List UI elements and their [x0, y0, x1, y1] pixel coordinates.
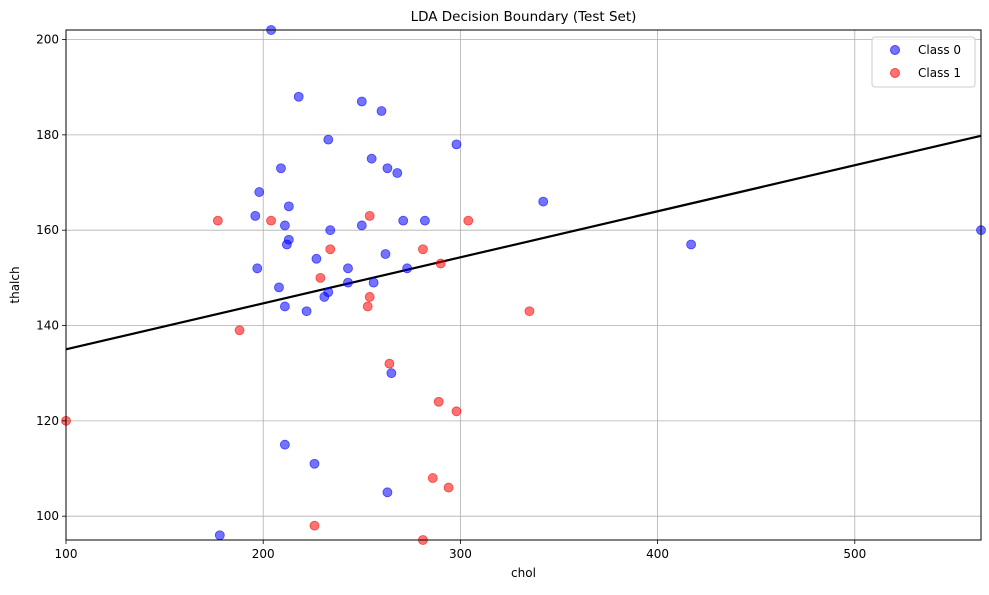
data-point-class-1: [463, 215, 474, 226]
data-point-class-1: [234, 325, 245, 336]
x-tick-label: 200: [252, 547, 275, 561]
data-point-class-1: [427, 473, 438, 483]
decision-boundary-line: [65, 134, 982, 351]
data-point-class-0: [366, 153, 377, 164]
data-point-class-0: [281, 239, 292, 250]
data-point-class-0: [420, 215, 430, 226]
data-point-class-1: [309, 520, 320, 531]
data-point-class-0: [538, 196, 549, 207]
data-point-class-0: [301, 306, 312, 317]
data-point-class-0: [380, 249, 391, 259]
x-tick-label: 100: [55, 547, 78, 561]
data-point-class-0: [386, 368, 397, 379]
data-point-class-0: [325, 225, 336, 236]
data-point-class-0: [283, 201, 294, 212]
data-point-class-1: [212, 215, 223, 226]
data-point-class-0: [368, 277, 379, 288]
x-axis-label: chol: [511, 566, 536, 580]
data-point-class-0: [293, 91, 304, 102]
legend-label-class-1: Class 1: [918, 66, 961, 80]
data-point-class-0: [392, 168, 403, 178]
legend: Class 0 Class 1: [871, 36, 976, 88]
legend-label-class-0: Class 0: [918, 43, 961, 57]
data-point-class-0: [356, 96, 367, 107]
data-point-class-0: [279, 220, 290, 231]
data-point-class-0: [323, 134, 334, 145]
data-point-class-1: [451, 406, 462, 417]
data-point-class-0: [279, 301, 290, 312]
data-point-class-0: [398, 215, 409, 226]
data-point-class-0: [382, 163, 393, 174]
data-point-class-1: [418, 244, 428, 255]
data-point-class-0: [254, 187, 265, 197]
y-tick-label: 120: [36, 414, 59, 428]
data-point-class-0: [276, 163, 286, 174]
x-tick-label: 500: [843, 547, 866, 561]
points-layer: [61, 25, 986, 545]
data-point-class-0: [343, 277, 353, 288]
x-tick-label: 300: [449, 547, 472, 561]
grid-layer: [65, 30, 981, 540]
data-point-class-0: [319, 292, 330, 302]
x-tick-label: 400: [646, 547, 669, 561]
data-point-class-1: [364, 292, 375, 302]
data-point-class-0: [376, 106, 387, 116]
legend-marker-class-1: [890, 68, 900, 78]
data-point-class-0: [451, 139, 462, 150]
y-axis-label: thalch: [8, 266, 22, 303]
data-point-class-1: [435, 258, 446, 269]
data-point-class-1: [266, 215, 276, 226]
chart-title: LDA Decision Boundary (Test Set): [411, 9, 637, 25]
data-point-class-0: [250, 210, 261, 221]
data-point-class-0: [274, 282, 284, 293]
legend-marker-class-0: [890, 45, 900, 55]
y-tick-label: 200: [36, 33, 59, 47]
data-point-class-0: [279, 439, 290, 450]
data-point-class-0: [356, 220, 367, 231]
data-point-class-0: [214, 530, 225, 541]
y-tick-label: 180: [36, 128, 59, 142]
y-tick-label: 140: [36, 319, 59, 333]
data-point-class-0: [252, 263, 263, 274]
data-point-class-1: [524, 306, 535, 317]
data-point-class-1: [362, 301, 373, 312]
data-point-class-1: [325, 244, 336, 255]
data-point-class-0: [309, 458, 320, 469]
data-point-class-0: [343, 263, 353, 274]
data-point-class-1: [443, 482, 454, 493]
data-point-class-0: [686, 239, 697, 250]
data-point-class-0: [311, 253, 322, 264]
y-tick-label: 100: [36, 509, 59, 523]
plot-frame: [65, 29, 982, 541]
data-point-class-1: [315, 272, 326, 283]
boundary-layer: [65, 134, 982, 351]
data-point-class-0: [382, 487, 393, 498]
data-point-class-0: [402, 263, 413, 274]
data-point-class-1: [384, 358, 395, 369]
ticks-layer: 100 200 300 400 500 100 120 140 160 180 200: [36, 33, 866, 561]
data-point-class-1: [364, 210, 375, 221]
data-point-class-1: [433, 396, 444, 407]
y-tick-label: 160: [36, 223, 59, 237]
